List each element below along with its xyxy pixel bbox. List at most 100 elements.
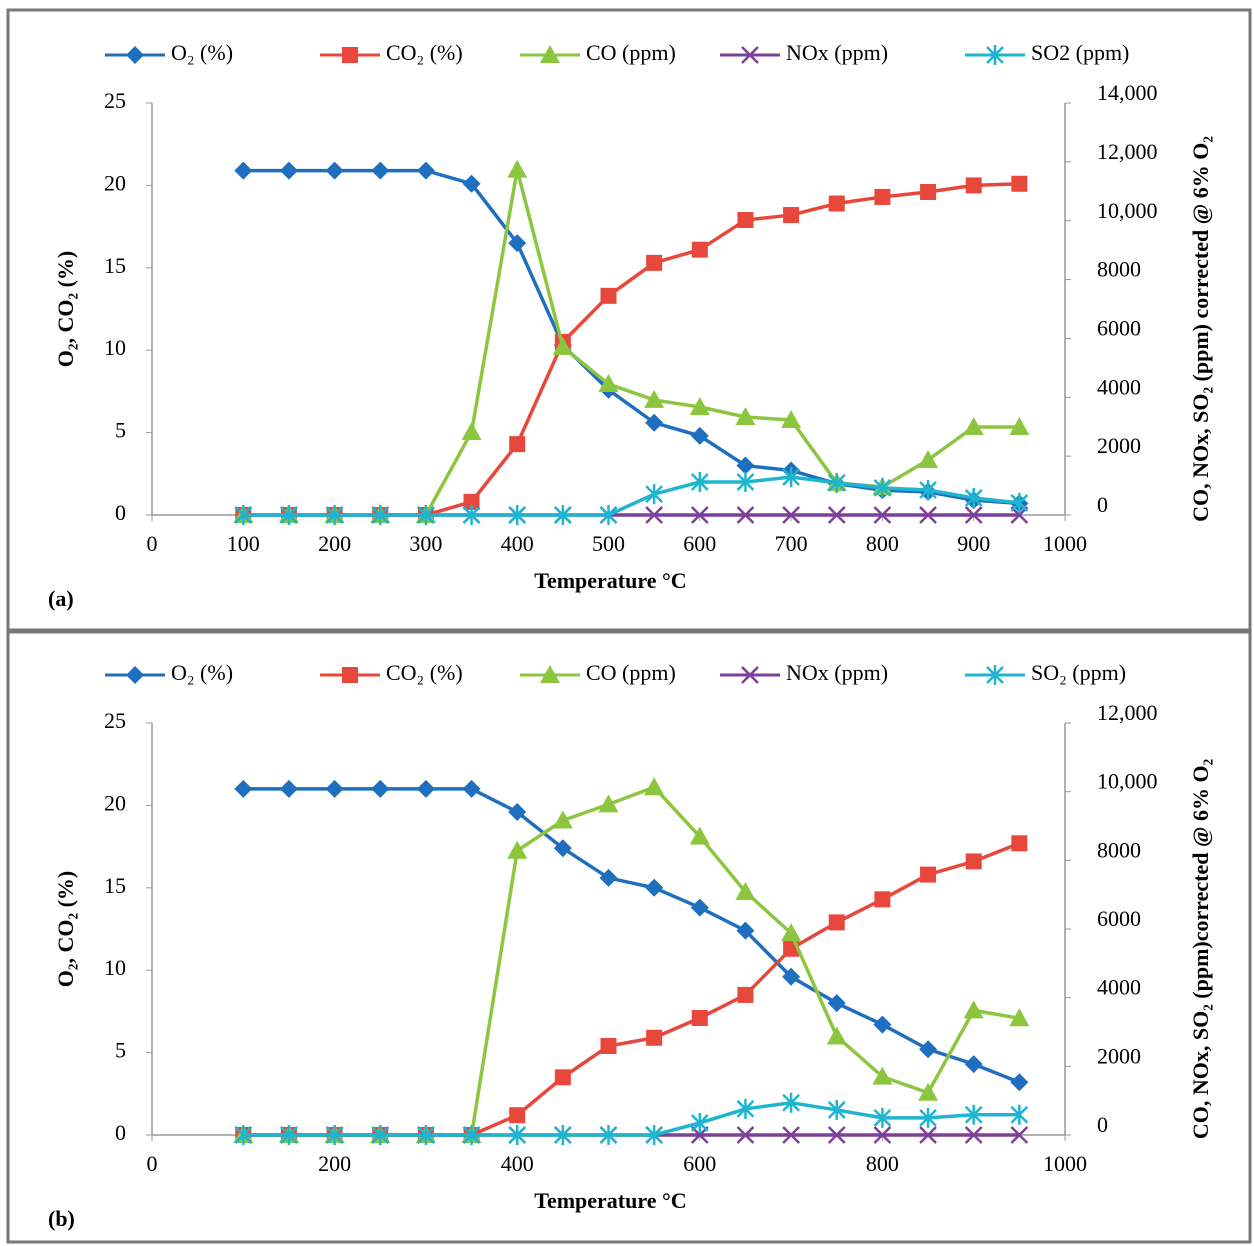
marker	[918, 449, 939, 468]
marker	[783, 207, 800, 224]
marker	[691, 1009, 708, 1026]
marker	[599, 505, 618, 525]
y2-tick-label: 4000	[1097, 374, 1141, 399]
marker	[690, 472, 709, 493]
x-tick-label: 300	[409, 531, 442, 556]
marker	[965, 853, 982, 870]
marker	[919, 506, 937, 524]
marker	[920, 866, 937, 883]
marker	[689, 826, 710, 845]
marker	[598, 794, 619, 813]
y-axis-label: O₂, CO₂ (%)	[53, 251, 78, 367]
marker	[736, 506, 755, 524]
marker	[507, 840, 528, 859]
marker	[1010, 1126, 1029, 1144]
marker	[690, 898, 709, 917]
series-line	[243, 182, 1020, 517]
marker	[1009, 417, 1030, 436]
marker	[416, 161, 435, 180]
marker	[645, 484, 664, 505]
marker	[644, 777, 665, 796]
legend-marker	[126, 666, 144, 684]
marker	[691, 241, 708, 258]
y2-tick-label: 8000	[1097, 257, 1141, 282]
legend-marker	[986, 45, 1004, 65]
marker	[1010, 1104, 1029, 1125]
marker	[964, 1104, 983, 1125]
marker	[736, 921, 755, 940]
marker	[371, 161, 390, 180]
series-line	[243, 475, 1020, 517]
marker	[919, 1040, 938, 1059]
marker	[280, 505, 298, 525]
marker	[782, 1126, 800, 1144]
marker	[919, 1126, 937, 1144]
marker	[827, 472, 846, 493]
marker	[416, 779, 435, 798]
x-tick-label: 1000	[1043, 531, 1087, 556]
y2-tick-label: 2000	[1097, 1043, 1141, 1068]
marker	[690, 426, 709, 445]
marker	[873, 1126, 892, 1144]
marker	[645, 506, 664, 524]
y-tick-label: 15	[104, 253, 126, 278]
y2-tick-label: 2000	[1097, 433, 1141, 458]
x-tick-label: 100	[227, 531, 260, 556]
marker	[280, 1125, 298, 1145]
marker	[690, 506, 709, 524]
legend-label: CO₂ (%)	[386, 40, 463, 65]
marker	[508, 505, 527, 525]
marker	[234, 1125, 253, 1145]
marker	[1010, 1073, 1029, 1092]
y2-tick-label: 0	[1097, 1112, 1108, 1137]
y2-tick-label: 12,000	[1097, 700, 1158, 725]
series-line	[243, 787, 1020, 1084]
marker	[964, 1126, 983, 1144]
marker	[644, 389, 665, 408]
x-axis-label: Temperature °C	[534, 1188, 686, 1213]
legend-marker	[342, 47, 358, 63]
marker	[508, 1125, 527, 1145]
y-tick-label: 25	[104, 88, 126, 113]
y-tick-label: 25	[104, 708, 126, 733]
series-line	[243, 785, 1020, 1137]
y2-tick-label: 6000	[1097, 315, 1141, 340]
marker	[646, 254, 663, 271]
panel-frame	[6, 8, 1252, 632]
legend-label: CO (ppm)	[586, 660, 676, 685]
marker	[919, 1107, 937, 1128]
x-tick-label: 800	[866, 531, 899, 556]
marker	[645, 878, 664, 897]
x-tick-label: 700	[775, 531, 808, 556]
legend-marker	[540, 665, 560, 683]
x-tick-label: 500	[592, 531, 625, 556]
legend-marker	[126, 46, 144, 64]
x-tick-label: 900	[957, 531, 990, 556]
series-line	[243, 169, 1020, 517]
marker	[461, 422, 482, 441]
marker	[371, 779, 390, 798]
legend-label: SO2 (ppm)	[1031, 40, 1129, 65]
x-tick-label: 600	[683, 531, 716, 556]
marker	[736, 1098, 755, 1119]
marker	[918, 1082, 939, 1101]
legend-marker	[741, 46, 759, 64]
marker	[782, 967, 801, 986]
legend-marker	[741, 666, 759, 684]
marker	[782, 1092, 800, 1113]
marker	[963, 1000, 984, 1019]
y-tick-label: 0	[115, 1120, 126, 1145]
marker	[325, 1125, 344, 1145]
marker	[599, 868, 618, 887]
marker	[325, 779, 344, 798]
y-tick-label: 10	[104, 955, 126, 980]
marker	[462, 1125, 481, 1145]
marker	[553, 505, 572, 525]
marker	[690, 1112, 709, 1133]
marker	[873, 477, 892, 498]
x-tick-label: 200	[318, 531, 351, 556]
x-tick-label: 0	[147, 1151, 158, 1176]
marker	[508, 802, 527, 821]
